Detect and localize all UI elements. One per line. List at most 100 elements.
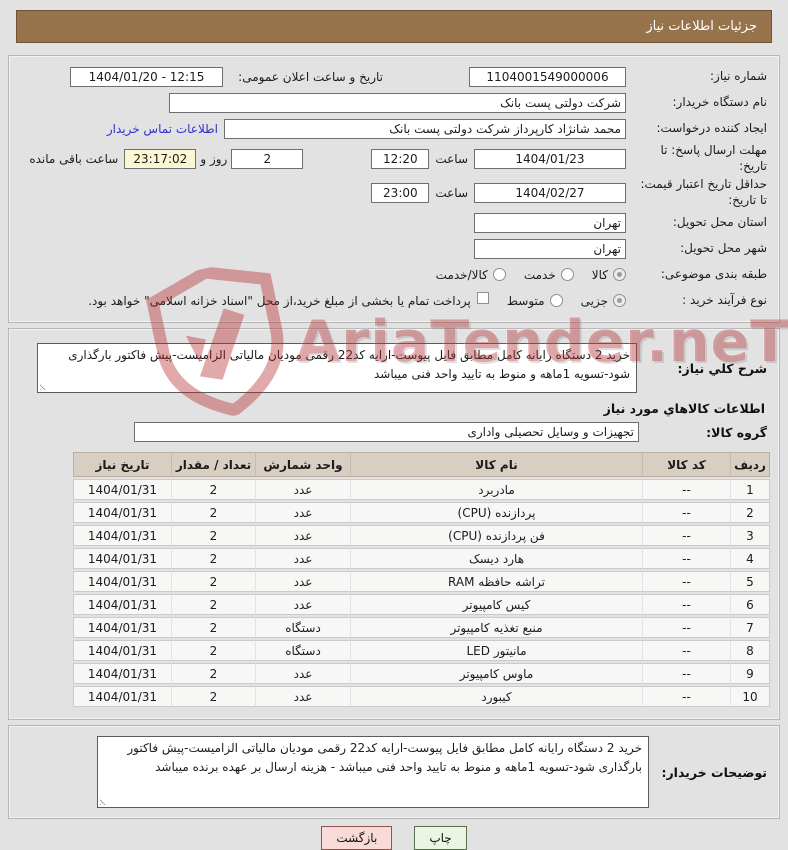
cell-quantity: 2 — [171, 640, 255, 662]
cell-quantity: 2 — [171, 479, 255, 501]
need-number-label: شماره نیاز: — [710, 68, 767, 83]
remaining-hours-label: ساعت باقی مانده — [29, 151, 119, 166]
cell-unit: عدد — [255, 594, 350, 616]
cell-row-number: 9 — [730, 663, 770, 685]
announce-datetime-label: تاریخ و ساعت اعلان عمومی: — [238, 69, 383, 84]
cell-item-code: -- — [642, 663, 730, 685]
cell-quantity: 2 — [171, 525, 255, 547]
radio-goods-service-label: کالا/خدمت — [435, 267, 488, 282]
back-button[interactable]: بازگشت — [321, 826, 393, 850]
table-row: 4 -- هارد دیسک عدد 2 1404/01/31 — [73, 548, 770, 570]
cell-quantity: 2 — [171, 502, 255, 524]
buyer-notes-textarea[interactable]: خرید 2 دستگاه رایانه کامل مطابق فایل پیو… — [97, 736, 649, 809]
cell-need-date: 1404/01/31 — [73, 594, 171, 616]
radio-option-medium[interactable]: متوسط — [507, 294, 563, 308]
resize-handle-icon[interactable] — [40, 381, 49, 391]
header-item-name: نام کالا — [350, 452, 642, 478]
header-quantity: تعداد / مقدار — [171, 452, 255, 478]
buyer-contact-link[interactable]: اطلاعات تماس خریدار — [106, 121, 218, 136]
need-number-field[interactable]: 1104001549000006 — [469, 66, 626, 87]
cell-quantity: 2 — [171, 548, 255, 570]
cell-row-number: 6 — [730, 594, 770, 616]
table-row: 7 -- منبع تغذیه کامپیوتر دستگاه 2 1404/0… — [73, 617, 770, 639]
header-need-date: تاریخ نیاز — [73, 452, 171, 478]
cell-row-number: 10 — [730, 686, 770, 708]
treasury-option[interactable]: پرداخت تمام یا بخشی از مبلغ خرید،از محل … — [88, 291, 489, 308]
radio-goods-service-icon[interactable] — [492, 268, 506, 282]
cell-need-date: 1404/01/31 — [73, 502, 171, 524]
cell-item-code: -- — [642, 594, 730, 616]
cell-item-code: -- — [642, 479, 730, 501]
cell-need-date: 1404/01/31 — [73, 686, 171, 708]
cell-need-date: 1404/01/31 — [73, 479, 171, 501]
resize-handle-icon[interactable] — [100, 796, 109, 806]
print-button[interactable]: چاپ — [414, 826, 467, 850]
price-validity-time-field[interactable]: 23:00 — [371, 182, 430, 203]
radio-service-label: خدمت — [523, 267, 556, 282]
cell-need-date: 1404/01/31 — [73, 617, 171, 639]
cell-need-date: 1404/01/31 — [73, 663, 171, 685]
table-row: 6 -- کیس کامپیوتر عدد 2 1404/01/31 — [73, 594, 770, 616]
row-goods-group: گروه کالا: تجهیزات و وسایل تحصیلی واداری — [21, 422, 767, 443]
row-province: استان محل تحویل: تهران — [19, 211, 767, 234]
radio-option-service[interactable]: خدمت — [524, 268, 574, 282]
cell-quantity: 2 — [171, 663, 255, 685]
goods-table-header-row: ردیف کد کالا نام کالا واحد شمارش تعداد /… — [73, 452, 770, 478]
buyer-org-field[interactable]: شرکت دولتی پست بانک — [169, 92, 626, 113]
radio-option-goods-service[interactable]: کالا/خدمت — [436, 268, 506, 282]
creator-label: ایجاد کننده درخواست: — [656, 120, 767, 135]
cell-unit: عدد — [255, 502, 350, 524]
description-textarea[interactable]: خرید 2 دستگاه رایانه کامل مطابق فایل پیو… — [37, 343, 637, 394]
radio-goods-label: کالا — [591, 267, 608, 282]
treasury-note: پرداخت تمام یا بخشی از مبلغ خرید،از محل … — [88, 293, 471, 308]
radio-medium-label: متوسط — [506, 293, 545, 308]
remaining-time-field[interactable]: 23:17:02 — [124, 148, 197, 169]
cell-item-name: فن پردازنده (CPU) — [350, 525, 642, 547]
cell-row-number: 7 — [730, 617, 770, 639]
radio-minor-icon[interactable] — [613, 294, 626, 308]
cell-row-number: 1 — [730, 479, 770, 501]
cell-row-number: 5 — [730, 571, 770, 593]
cell-item-name: مادربرد — [350, 479, 642, 501]
reply-deadline-hour-label: ساعت — [435, 151, 468, 166]
cell-unit: عدد — [255, 571, 350, 593]
cell-quantity: 2 — [171, 617, 255, 639]
radio-goods-icon[interactable] — [613, 268, 626, 282]
radio-service-icon[interactable] — [560, 268, 574, 282]
radio-option-goods[interactable]: کالا — [592, 268, 626, 282]
cell-quantity: 2 — [171, 571, 255, 593]
cell-quantity: 2 — [171, 594, 255, 616]
goods-table: ردیف کد کالا نام کالا واحد شمارش تعداد /… — [73, 450, 770, 709]
creator-field[interactable]: محمد شانژاد کارپرداز شرکت دولتی پست بانک — [224, 118, 626, 139]
cell-need-date: 1404/01/31 — [73, 548, 171, 570]
province-field[interactable]: تهران — [474, 212, 626, 233]
radio-medium-icon[interactable] — [549, 294, 563, 308]
goods-panel: شرح کلي نياز: خرید 2 دستگاه رایانه کامل … — [8, 328, 780, 721]
table-row: 1 -- مادربرد عدد 2 1404/01/31 — [73, 479, 770, 501]
reply-deadline-time-field[interactable]: 12:20 — [371, 148, 430, 169]
city-field[interactable]: تهران — [474, 238, 626, 259]
reply-deadline-label: مهلت ارسال پاسخ: تا تاریخ: — [660, 143, 767, 173]
cell-item-name: منبع تغذیه کامپیوتر — [350, 617, 642, 639]
table-row: 10 -- کیبورد عدد 2 1404/01/31 — [73, 686, 770, 708]
cell-unit: عدد — [255, 663, 350, 685]
announce-datetime-field[interactable]: 1404/01/20 - 12:15 — [70, 66, 223, 87]
goods-group-label: گروه کالا: — [706, 424, 767, 440]
cell-unit: عدد — [255, 525, 350, 547]
city-label: شهر محل تحویل: — [680, 241, 767, 256]
row-buyer-notes: توضیحات خریدار: خرید 2 دستگاه رایانه کام… — [21, 736, 767, 809]
cell-need-date: 1404/01/31 — [73, 525, 171, 547]
goods-group-field[interactable]: تجهیزات و وسایل تحصیلی واداری — [134, 422, 639, 443]
remaining-days-field[interactable]: 2 — [231, 148, 304, 169]
radio-option-minor[interactable]: جزیی — [581, 294, 626, 308]
cell-item-name: کیبورد — [350, 686, 642, 708]
reply-deadline-date-field[interactable]: 1404/01/23 — [474, 148, 626, 169]
radio-minor-label: جزیی — [580, 293, 608, 308]
treasury-checkbox[interactable] — [476, 291, 489, 304]
cell-item-name: کیس کامپیوتر — [350, 594, 642, 616]
price-validity-date-field[interactable]: 1404/02/27 — [474, 182, 626, 203]
table-row: 5 -- تراشه حافظه RAM عدد 2 1404/01/31 — [73, 571, 770, 593]
row-classification: طبقه بندی موضوعی: کالا خدمت کالا/خدمت — [19, 263, 767, 286]
cell-item-code: -- — [642, 548, 730, 570]
price-validity-label: حداقل تاریخ اعتبار قیمت: تا تاریخ: — [640, 177, 767, 207]
